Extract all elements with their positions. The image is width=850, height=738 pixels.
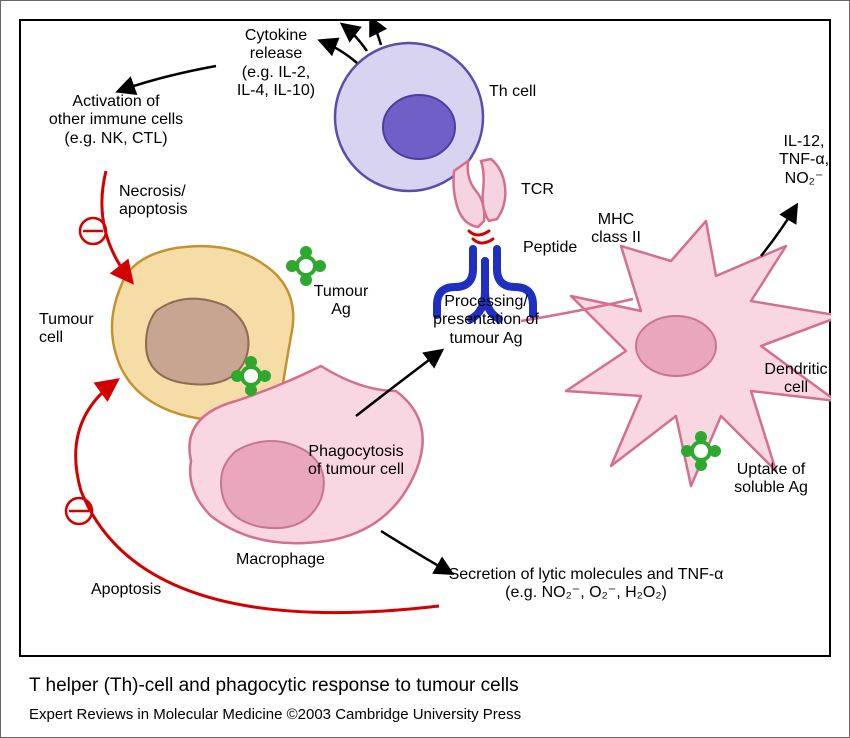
label-mhc: MHCclass II: [576, 211, 656, 248]
tcr-icon: [454, 159, 506, 227]
antigen-icon: [286, 246, 326, 286]
diagram-credit: Expert Reviews in Molecular Medicine ©20…: [29, 706, 521, 723]
label-cytokine-release: Cytokinerelease(e.g. IL-2,IL-4, IL-10): [216, 27, 336, 101]
label-activation: Activation ofother immune cells(e.g. NK,…: [36, 93, 196, 148]
label-phagocytosis: Phagocytosisof tumour cell: [291, 443, 421, 480]
diagram-title: T helper (Th)-cell and phagocytic respon…: [29, 675, 519, 697]
label-peptide: Peptide: [523, 239, 577, 257]
label-tumour-cell: Tumourcell: [39, 311, 119, 348]
label-th-cell: Th cell: [489, 83, 536, 101]
label-necrosis: Necrosis/apoptosis: [119, 183, 219, 220]
inhibit-icon: [66, 498, 92, 524]
label-apoptosis: Apoptosis: [91, 581, 161, 599]
label-dendritic: Dendriticcell: [756, 361, 836, 398]
label-processing: Processing/presentation oftumour Ag: [411, 293, 561, 348]
label-il12: IL-12,TNF-α,NO₂⁻: [769, 133, 839, 188]
peptide-icon: [469, 231, 493, 243]
inhibit-icon: [80, 218, 106, 244]
label-tcr: TCR: [521, 181, 554, 199]
label-macrophage: Macrophage: [236, 551, 325, 569]
diagram-border: Cytokinerelease(e.g. IL-2,IL-4, IL-10) A…: [19, 19, 831, 657]
label-secretion: Secretion of lytic molecules and TNF-α(e…: [421, 566, 751, 603]
label-uptake: Uptake ofsoluble Ag: [721, 461, 821, 498]
label-tumour-ag: TumourAg: [301, 283, 381, 320]
arrow-cytokine-to-activation: [119, 66, 216, 91]
diagram-frame: Cytokinerelease(e.g. IL-2,IL-4, IL-10) A…: [0, 0, 850, 738]
